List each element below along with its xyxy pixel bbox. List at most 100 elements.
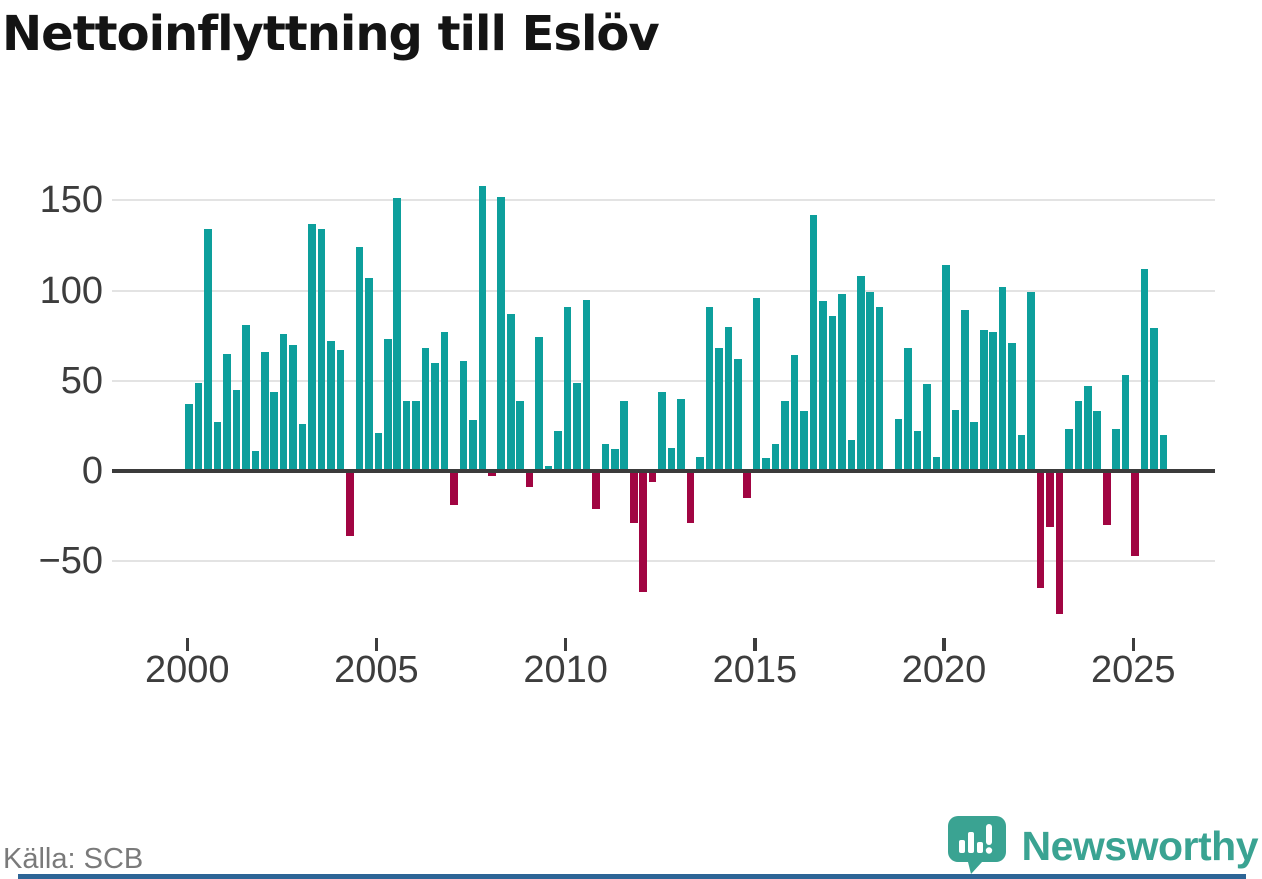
bar-2006Q1 [412, 400, 420, 471]
bar-2014Q1 [715, 348, 723, 471]
x-axis-tick-2000 [185, 638, 189, 651]
bar-2002Q1 [260, 351, 269, 471]
bar-2025Q1 [1131, 471, 1139, 556]
bar-2025Q2 [1140, 268, 1149, 471]
x-axis-label-2010: 2010 [523, 649, 608, 691]
x-axis-label-2015: 2015 [712, 649, 798, 691]
bar-2007Q2 [459, 360, 468, 471]
chart-title: Nettoinflyttning till Eslöv [2, 6, 660, 62]
bar-2002Q4 [289, 344, 297, 471]
bar-2005Q1 [374, 433, 383, 471]
bar-2014Q2 [724, 326, 733, 471]
bar-2003Q1 [298, 424, 307, 471]
bar-2022Q4 [1046, 471, 1054, 527]
bar-2000Q1 [185, 404, 193, 471]
bar-2019Q2 [913, 431, 922, 471]
bar-2003Q2 [308, 223, 316, 471]
bar-2013Q1 [677, 398, 685, 471]
bar-2014Q3 [733, 359, 742, 471]
brand-logo: Newsworthy [947, 816, 1259, 876]
bar-2021Q3 [998, 286, 1007, 471]
bar-2006Q4 [440, 332, 449, 471]
y-axis-label-150: 150 [39, 179, 103, 222]
newsworthy-bubble-icon [947, 816, 1006, 874]
bar-2023Q3 [1074, 400, 1083, 471]
bar-2002Q3 [279, 333, 288, 471]
bar-2011Q3 [620, 400, 629, 471]
bar-2019Q4 [932, 456, 941, 471]
bar-2024Q3 [1112, 429, 1120, 471]
bar-2001Q4 [251, 451, 260, 471]
bar-2017Q4 [856, 276, 865, 471]
x-axis-tick-2020 [942, 638, 946, 651]
gridline--50 [112, 560, 1215, 563]
bar-2015Q3 [771, 443, 780, 471]
bar-2003Q4 [327, 341, 335, 471]
bar-2004Q3 [355, 247, 364, 471]
bar-2009Q4 [554, 431, 562, 471]
bar-2022Q3 [1036, 471, 1045, 589]
bar-2025Q4 [1159, 434, 1168, 471]
bar-2021Q1 [979, 330, 988, 471]
bar-2014Q4 [743, 471, 752, 499]
bar-2025Q3 [1150, 328, 1158, 471]
bar-2000Q4 [213, 422, 222, 471]
bar-2021Q2 [989, 332, 997, 471]
bar-2008Q2 [497, 196, 506, 471]
y-axis-label-100: 100 [39, 269, 103, 312]
bar-2020Q3 [961, 310, 969, 471]
bar-2013Q4 [705, 306, 714, 471]
bar-2012Q3 [658, 391, 666, 471]
bar-2001Q1 [223, 353, 231, 471]
bar-2016Q4 [819, 301, 827, 471]
bar-2022Q2 [1027, 292, 1035, 471]
bar-2023Q1 [1055, 471, 1064, 614]
bar-2008Q4 [516, 400, 524, 471]
bar-2020Q2 [951, 409, 960, 471]
bar-2013Q3 [696, 456, 704, 471]
bar-2001Q2 [232, 389, 241, 471]
bar-2024Q2 [1102, 471, 1111, 526]
y-axis-label-0: 0 [81, 450, 103, 492]
gridline-150 [112, 199, 1215, 202]
bar-2002Q2 [270, 391, 279, 471]
bar-2016Q3 [809, 214, 818, 471]
bar-2020Q1 [942, 265, 950, 471]
bar-2006Q3 [431, 362, 439, 471]
bar-2009Q3 [544, 465, 553, 471]
bar-2023Q4 [1084, 386, 1092, 471]
bar-2018Q1 [866, 292, 874, 471]
bar-2019Q3 [923, 384, 931, 471]
bar-2013Q2 [686, 471, 695, 524]
x-axis-tick-2010 [563, 638, 568, 651]
bar-2018Q2 [875, 306, 884, 471]
gridline-50 [112, 379, 1215, 382]
bar-2001Q3 [242, 324, 250, 471]
x-axis-label-2005: 2005 [334, 649, 419, 691]
x-axis-tick-2005 [374, 638, 379, 651]
bar-2011Q2 [611, 449, 619, 471]
bottom-accent-strip [18, 874, 1246, 879]
x-axis-label-2000: 2000 [144, 649, 230, 691]
brand-wordmark: Newsworthy [1021, 823, 1259, 869]
bar-2000Q3 [204, 229, 212, 471]
bar-2011Q1 [601, 443, 610, 471]
bar-2015Q1 [752, 297, 761, 471]
bar-2020Q4 [970, 422, 979, 471]
bar-2007Q4 [478, 185, 487, 471]
bar-2000Q2 [194, 382, 203, 471]
bar-2016Q2 [800, 411, 808, 471]
bar-2015Q4 [781, 400, 789, 471]
x-axis-tick-2015 [753, 638, 757, 651]
bar-2005Q4 [402, 400, 411, 471]
bar-2012Q2 [648, 471, 657, 482]
bar-2021Q4 [1008, 342, 1016, 471]
bar-2012Q4 [667, 447, 676, 471]
bar-2017Q1 [828, 315, 837, 471]
x-axis-zero-line [112, 468, 1215, 474]
bar-2010Q4 [592, 471, 600, 509]
bar-2006Q2 [421, 348, 430, 471]
bar-2004Q2 [346, 471, 354, 536]
